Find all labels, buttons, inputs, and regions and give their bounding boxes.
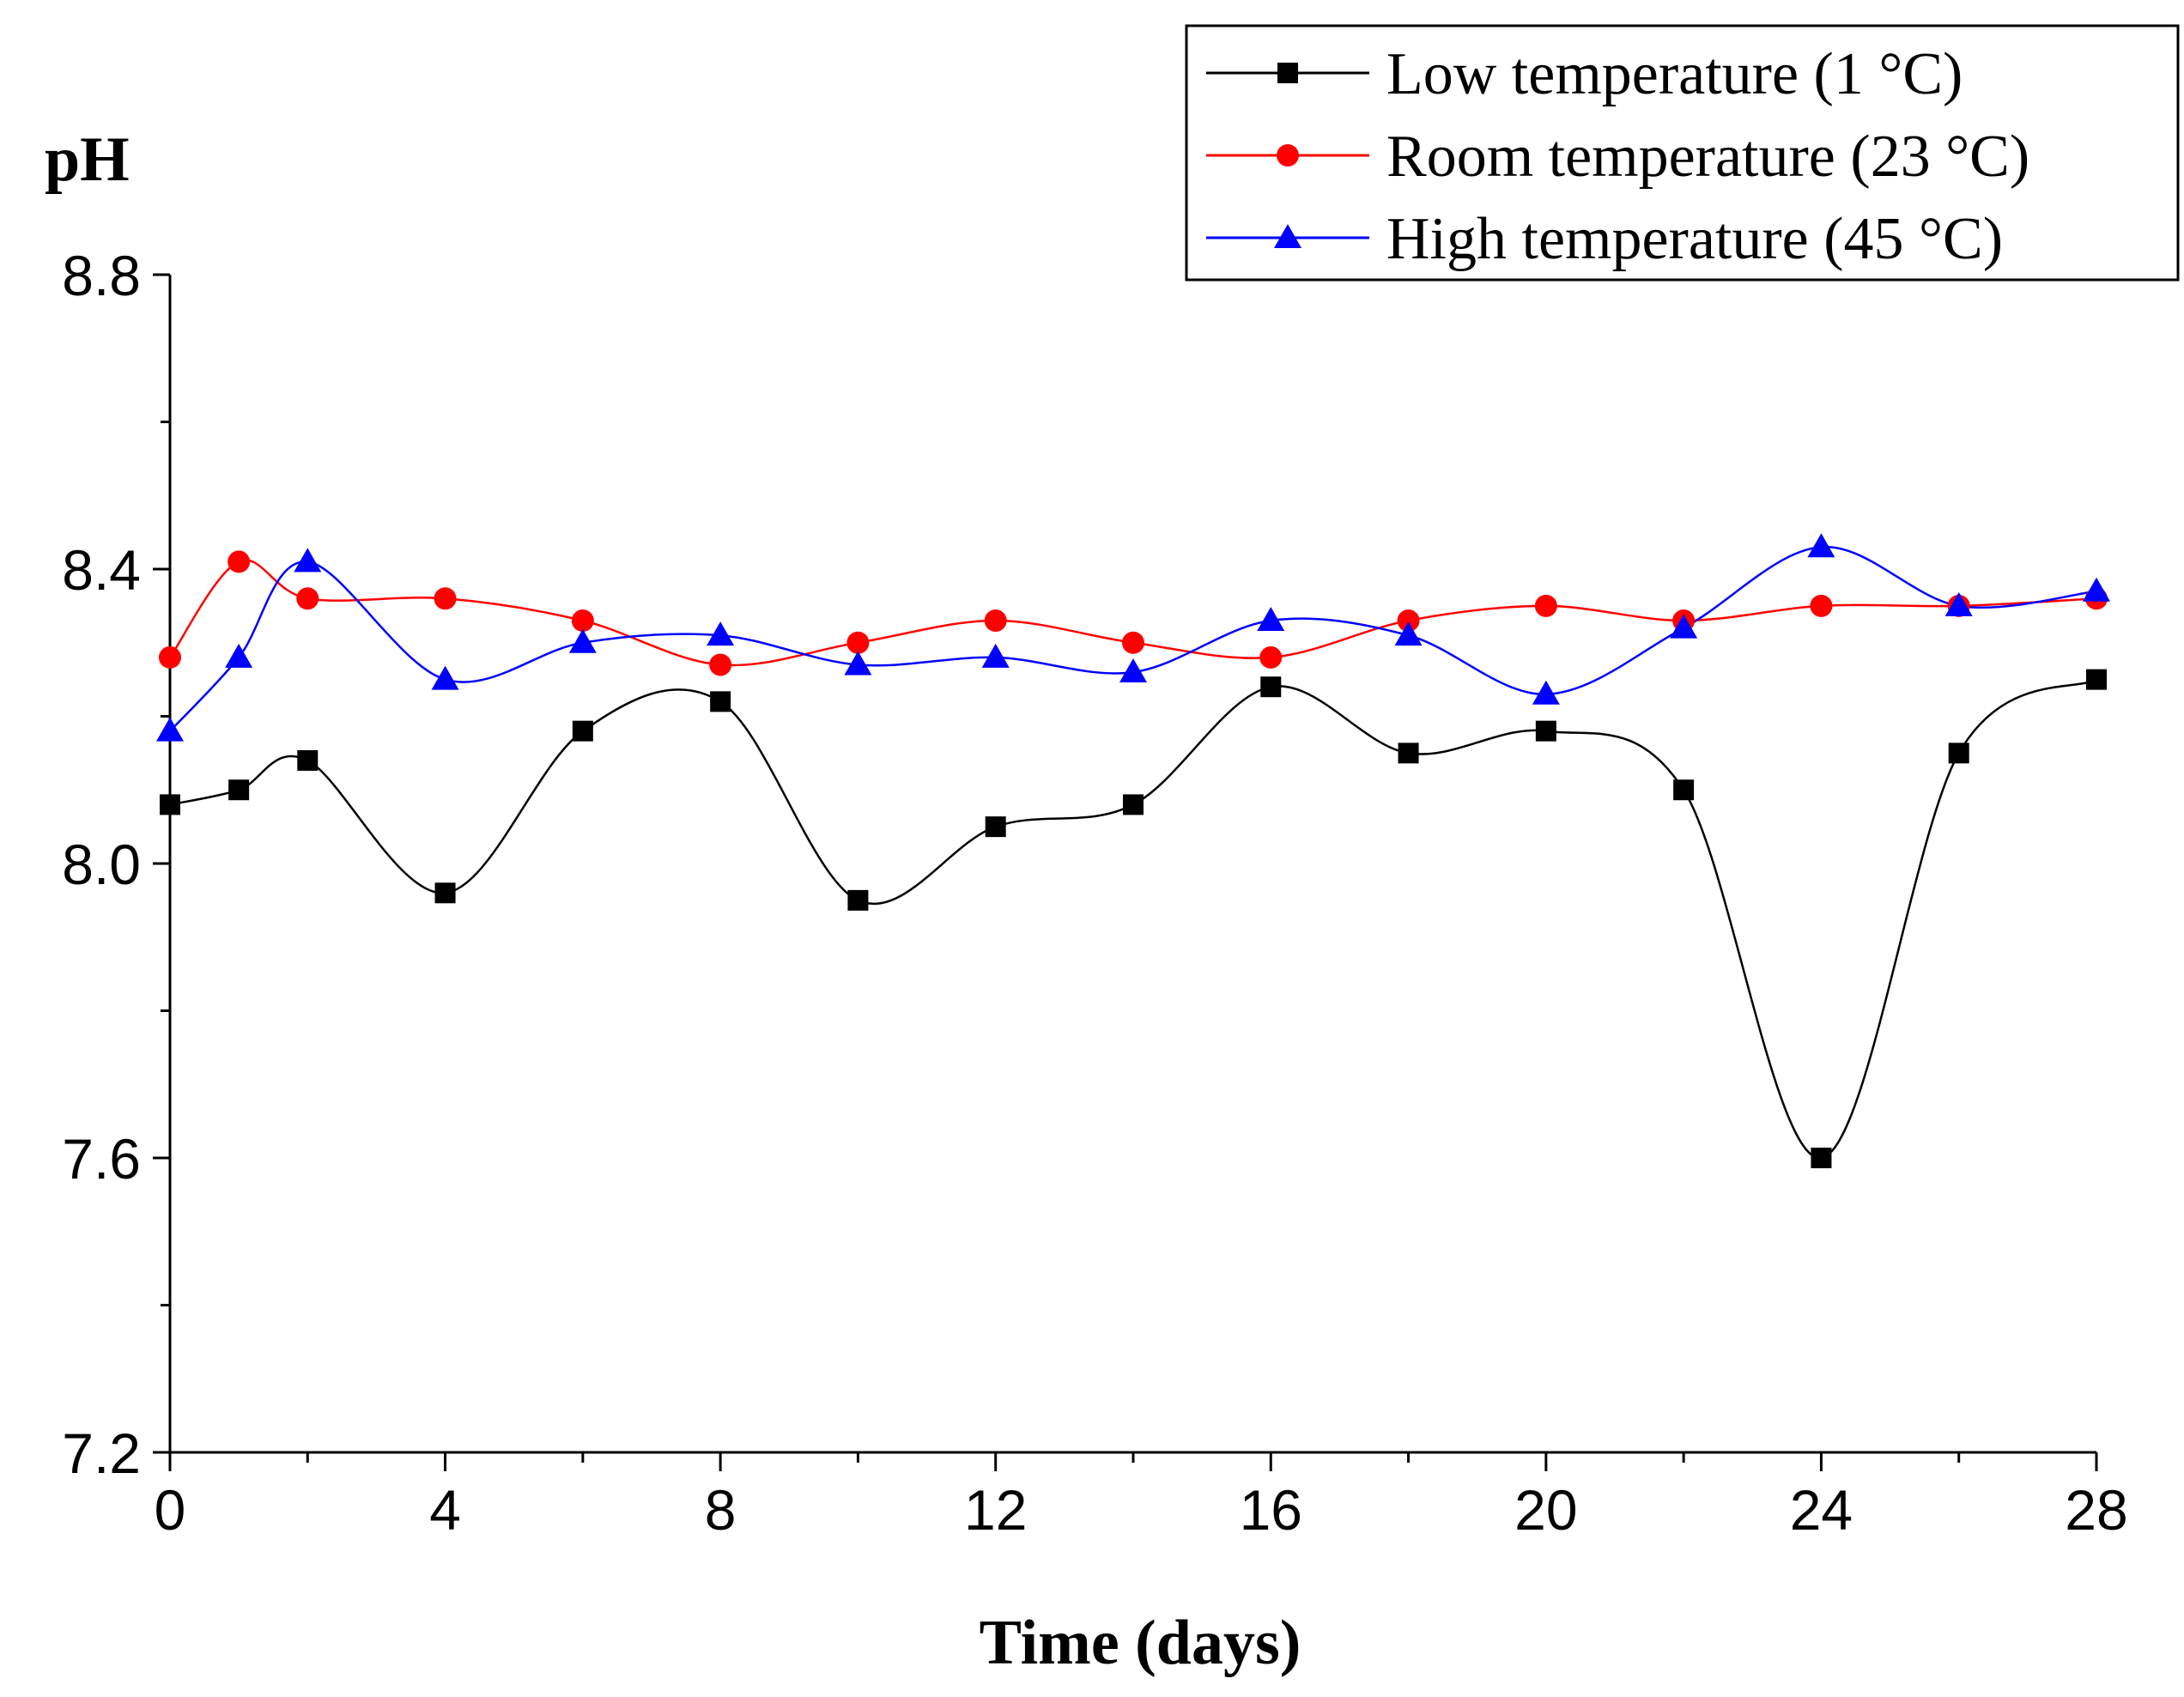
data-point — [225, 643, 253, 668]
data-point — [1119, 658, 1147, 683]
data-point — [1807, 533, 1835, 558]
data-point — [1397, 609, 1420, 633]
x-tick-label: 12 — [964, 1478, 1027, 1542]
data-point — [568, 628, 597, 653]
data-point — [571, 609, 594, 633]
data-point — [1257, 607, 1285, 632]
data-point — [297, 749, 318, 771]
series-points-3 — [156, 533, 2110, 742]
data-point — [1948, 742, 1969, 764]
series-points-2 — [159, 550, 2108, 676]
data-point — [294, 548, 322, 573]
data-point — [431, 665, 459, 690]
series-line-1 — [169, 678, 2097, 1160]
data-point — [1944, 591, 1973, 616]
x-tick-label: 8 — [705, 1478, 737, 1542]
data-point — [1673, 779, 1695, 801]
data-point — [434, 587, 457, 610]
series-line-3 — [169, 546, 2097, 732]
legend-marker — [1277, 63, 1298, 83]
data-point — [709, 653, 732, 676]
x-tick-label: 20 — [1514, 1478, 1577, 1542]
y-axis-title: pH — [45, 124, 130, 195]
axes: 0 4 8 12 16 20 24 28 7.2 7.6 8.0 8.4 8.8 — [62, 244, 2127, 1542]
legend-marker — [1274, 224, 1301, 248]
data-point — [1123, 794, 1144, 815]
series-markers — [156, 533, 2110, 1168]
data-point — [1532, 680, 1560, 705]
x-tick-label: 28 — [2065, 1478, 2127, 1542]
data-point — [2086, 669, 2107, 690]
data-point — [710, 691, 731, 712]
data-point — [434, 882, 456, 904]
data-point — [844, 651, 872, 676]
data-point — [981, 643, 1010, 668]
data-point — [160, 794, 180, 815]
x-tick-label: 24 — [1790, 1478, 1853, 1542]
legend-label: Low temperature (1 °C) — [1386, 41, 1963, 107]
data-point — [1534, 594, 1557, 617]
y-tick-label: 8.8 — [62, 244, 141, 307]
data-point — [1810, 594, 1833, 617]
legend-label: High temperature (45 °C) — [1386, 206, 2003, 272]
data-point — [1260, 676, 1282, 698]
y-tick-label: 7.2 — [62, 1421, 141, 1485]
data-point — [846, 631, 870, 654]
series-line-2 — [168, 559, 2097, 667]
data-point — [1670, 614, 1698, 639]
data-point — [572, 720, 593, 742]
x-axis-title: Time (days) — [980, 1608, 1301, 1678]
data-point — [228, 550, 251, 573]
data-point — [707, 621, 735, 646]
y-tick-label: 8.4 — [62, 538, 141, 602]
data-point — [847, 889, 869, 911]
legend-label: Room temperature (23 °C) — [1386, 124, 2029, 190]
data-point — [1394, 621, 1423, 646]
data-point — [156, 717, 184, 742]
data-point — [1122, 631, 1144, 654]
legend-marker — [1277, 144, 1299, 167]
x-tick-label: 4 — [429, 1478, 461, 1542]
data-point — [159, 645, 181, 669]
x-tick-label: 16 — [1240, 1478, 1302, 1542]
data-point — [985, 816, 1006, 838]
data-point — [984, 609, 1007, 633]
data-point — [228, 779, 250, 801]
data-point — [296, 587, 319, 610]
data-point — [1398, 742, 1419, 764]
legend: Low temperature (1 °C) Room temperature (… — [1185, 24, 2180, 282]
x-tick-label: 0 — [155, 1478, 186, 1542]
series-layer — [156, 533, 2110, 1168]
data-point — [2083, 577, 2110, 602]
data-point — [1259, 645, 1283, 669]
y-tick-label: 7.6 — [62, 1127, 141, 1191]
series-points-1 — [160, 669, 2107, 1168]
y-tick-label: 8.0 — [62, 833, 141, 896]
data-point — [1535, 720, 1556, 742]
data-point — [1811, 1148, 1832, 1168]
